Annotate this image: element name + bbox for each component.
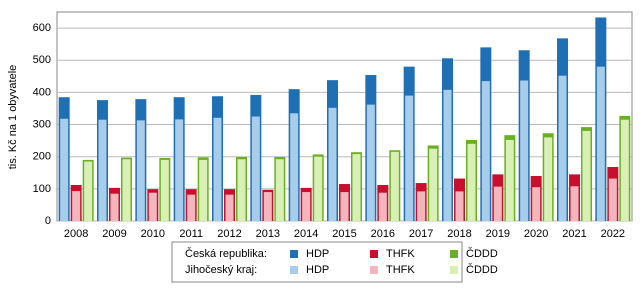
bar <box>582 130 591 221</box>
bar <box>340 192 349 221</box>
legend-swatch <box>290 250 298 258</box>
x-tick-label: 2016 <box>371 228 395 240</box>
bar <box>378 192 387 221</box>
x-tick-label: 2011 <box>179 228 203 240</box>
bar <box>493 186 502 221</box>
bar <box>199 159 208 221</box>
x-tick-label: 2014 <box>294 228 318 240</box>
bar <box>429 148 438 221</box>
bar <box>620 119 629 221</box>
bar <box>405 95 414 221</box>
bar <box>570 186 579 221</box>
y-tick-label: 600 <box>33 22 51 34</box>
bar <box>481 81 490 221</box>
bar <box>596 66 605 222</box>
x-tick-label: 2022 <box>601 228 625 240</box>
bar <box>148 192 157 221</box>
y-tick-label: 200 <box>33 151 51 163</box>
bar <box>532 187 541 221</box>
x-tick-label: 2018 <box>447 228 471 240</box>
bar <box>314 156 323 221</box>
legend-swatch <box>370 250 378 258</box>
x-tick-label: 2015 <box>332 228 356 240</box>
bar <box>505 139 514 221</box>
legend-row-label: Jihočeský kraj: <box>185 264 257 276</box>
bar <box>237 159 246 221</box>
legend-label: HDP <box>306 264 329 276</box>
x-tick-label: 2009 <box>102 228 126 240</box>
bar <box>60 118 69 221</box>
x-tick-label: 2020 <box>524 228 548 240</box>
y-tick-label: 400 <box>33 86 51 98</box>
bar <box>558 75 567 221</box>
bar <box>213 117 222 221</box>
bar <box>443 89 452 221</box>
x-tick-label: 2010 <box>141 228 165 240</box>
legend-swatch <box>290 266 298 274</box>
legend-row-label: Česká republika: <box>185 247 267 260</box>
x-tick-label: 2008 <box>64 228 88 240</box>
legend-swatch <box>370 266 378 274</box>
y-tick-label: 500 <box>33 54 51 66</box>
bar <box>225 194 234 221</box>
bar <box>251 116 260 221</box>
bar <box>175 119 184 221</box>
bar <box>84 161 93 221</box>
bar <box>72 191 81 221</box>
legend-label: HDP <box>306 248 329 260</box>
bar <box>520 80 529 221</box>
legend-label: ČDDD <box>466 263 498 276</box>
y-axis-label: tis. Kč na 1 obyvatele <box>7 65 19 170</box>
x-tick-label: 2012 <box>217 228 241 240</box>
bar <box>290 113 299 221</box>
bar <box>275 159 284 221</box>
bar <box>467 143 476 221</box>
bar <box>544 137 553 221</box>
bar <box>122 159 131 221</box>
bar <box>366 104 375 221</box>
legend-label: THFK <box>386 264 415 276</box>
bar <box>110 193 119 221</box>
legend-swatch <box>450 266 458 274</box>
bar <box>136 120 145 221</box>
y-tick-label: 300 <box>33 118 51 130</box>
x-tick-label: 2017 <box>409 228 433 240</box>
y-tick-label: 100 <box>33 183 51 195</box>
bar <box>417 191 426 221</box>
legend-swatch <box>450 250 458 258</box>
y-tick-label: 0 <box>45 215 51 227</box>
bar <box>187 194 196 221</box>
legend-label: ČDDD <box>466 247 498 260</box>
bar <box>302 192 311 221</box>
legend-box <box>171 241 463 283</box>
bar <box>352 154 361 221</box>
legend-label: THFK <box>386 248 415 260</box>
bar <box>390 151 399 221</box>
bar <box>263 192 272 221</box>
bar <box>160 159 169 221</box>
bar <box>98 119 107 221</box>
x-tick-label: 2019 <box>486 228 510 240</box>
bar <box>455 191 464 221</box>
x-tick-label: 2013 <box>256 228 280 240</box>
x-tick-label: 2021 <box>562 228 586 240</box>
bar <box>328 107 337 221</box>
bar <box>608 178 617 221</box>
